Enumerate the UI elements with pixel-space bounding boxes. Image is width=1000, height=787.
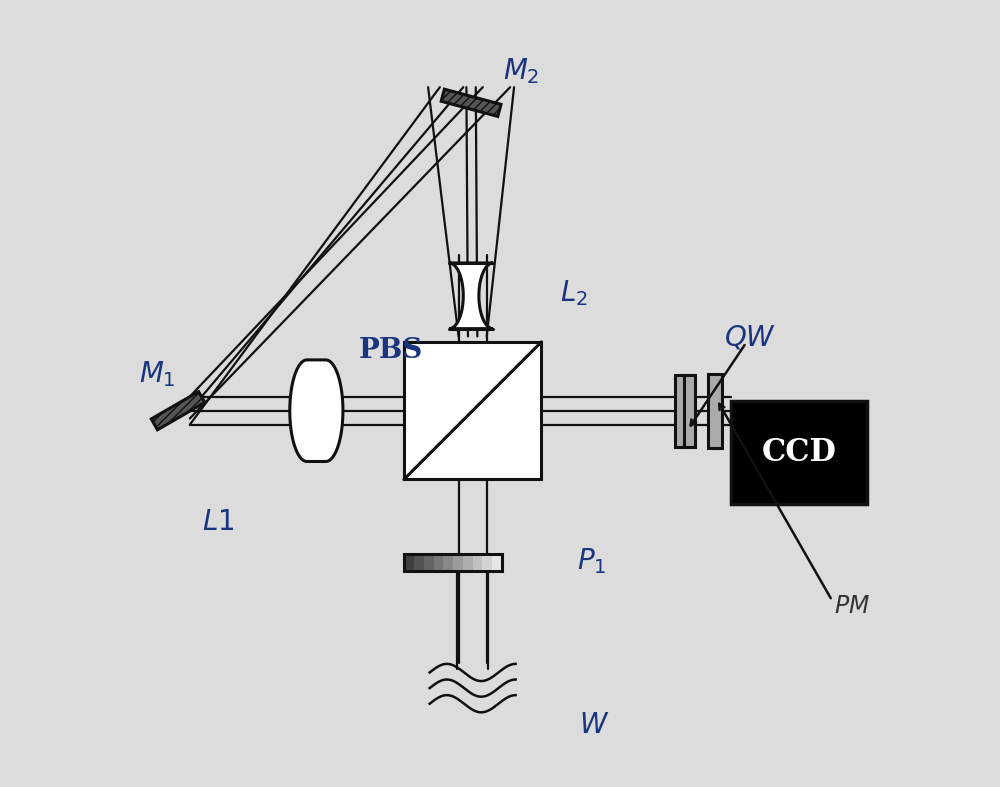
Text: $W$: $W$ <box>579 712 609 739</box>
Text: $M_2$: $M_2$ <box>503 57 539 87</box>
Text: PBS: PBS <box>358 337 423 364</box>
Text: $PM$: $PM$ <box>834 594 870 618</box>
Text: $P_1$: $P_1$ <box>577 547 606 576</box>
Text: $L_2$: $L_2$ <box>560 279 588 309</box>
Text: CCD: CCD <box>761 438 836 468</box>
Bar <box>404 554 502 571</box>
Bar <box>414 554 424 571</box>
Bar <box>404 554 414 571</box>
Bar <box>708 374 722 448</box>
Bar <box>404 342 541 479</box>
Text: $M_1$: $M_1$ <box>139 359 176 389</box>
Polygon shape <box>449 263 493 329</box>
Text: $L1$: $L1$ <box>202 509 235 536</box>
Bar <box>731 401 867 504</box>
Polygon shape <box>290 360 343 461</box>
Bar <box>684 375 695 447</box>
Bar <box>482 554 492 571</box>
Text: $QW$: $QW$ <box>724 323 776 351</box>
Bar <box>473 554 482 571</box>
Bar <box>492 554 502 571</box>
Bar <box>463 554 473 571</box>
Bar <box>434 554 443 571</box>
Bar <box>675 375 685 447</box>
Polygon shape <box>151 392 205 430</box>
Polygon shape <box>441 89 501 116</box>
Bar <box>424 554 434 571</box>
Bar <box>443 554 453 571</box>
Bar <box>453 554 463 571</box>
